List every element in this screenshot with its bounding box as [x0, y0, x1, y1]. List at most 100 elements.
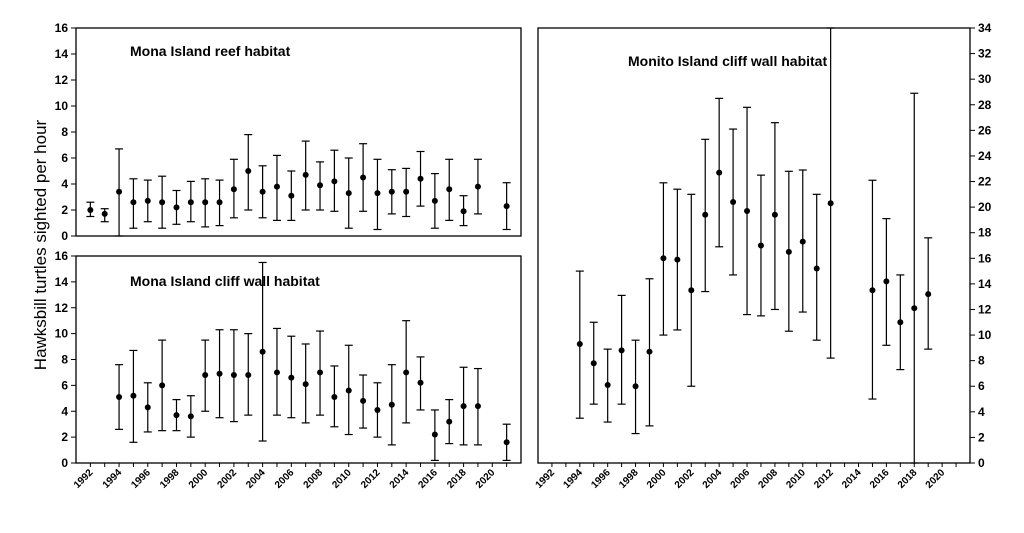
data-point [576, 341, 583, 348]
y-tick-label: 12 [978, 302, 992, 316]
data-point [417, 175, 424, 182]
y-tick-label: 34 [978, 21, 992, 35]
data-point [702, 211, 709, 218]
data-point [474, 183, 481, 190]
plot-frame [537, 27, 971, 464]
data-point [345, 190, 352, 197]
y-tick-label: 6 [61, 378, 68, 392]
data-point [744, 207, 751, 214]
data-point [474, 403, 481, 410]
data-point [446, 418, 453, 425]
y-tick-label: 24 [978, 149, 992, 163]
data-point [302, 171, 309, 178]
data-point [116, 394, 123, 401]
data-point [618, 347, 625, 354]
x-tick-label: 2002 [216, 467, 240, 491]
panel-mona-cliff: Mona Island cliff wall habitat 0 2 4 6 8 10 12 1… [55, 249, 522, 491]
x-tick-label: 1998 [617, 467, 641, 491]
data-point [360, 397, 367, 404]
data-point [388, 401, 395, 408]
y-tick-label: 16 [55, 21, 69, 35]
data-point [331, 178, 338, 185]
y-tick-label: 2 [61, 430, 68, 444]
x-tick-label: 2006 [729, 467, 753, 491]
data-point [785, 248, 792, 255]
x-tick-label: 2008 [757, 467, 781, 491]
data-point [403, 188, 410, 195]
y-tick-label: 28 [978, 98, 992, 112]
data-point [813, 265, 820, 272]
x-tick-label: 2012 [812, 467, 836, 491]
y-tick-label: 8 [978, 354, 985, 368]
data-point [897, 319, 904, 326]
data-point [187, 199, 194, 206]
data-point [202, 199, 209, 206]
x-tick-label: 2002 [673, 467, 697, 491]
y-tick-label: 14 [55, 275, 69, 289]
x-tick-label: 2016 [868, 467, 892, 491]
data-point [130, 199, 137, 206]
panel-mona-reef: Mona Island reef habitat 0 2 4 6 8 10 12 14 16 [55, 21, 522, 243]
y-tick-label: 4 [978, 405, 985, 419]
y-tick-label: 2 [61, 203, 68, 217]
y-tick-label: 0 [61, 456, 68, 470]
data-point [187, 413, 194, 420]
x-tick-label: 1994 [101, 467, 125, 491]
data-point [460, 208, 467, 215]
data-point [660, 255, 667, 262]
data-point [144, 404, 151, 411]
y-tick-label: 10 [55, 327, 69, 341]
y-tick-label: 10 [55, 99, 69, 113]
y-tick-label: 2 [978, 430, 985, 444]
x-tick-label: 2016 [416, 467, 440, 491]
data-point [159, 382, 166, 389]
y-tick-label: 10 [978, 328, 992, 342]
y-tick-label: 14 [55, 47, 69, 61]
data-point [144, 197, 151, 204]
data-point [173, 204, 180, 211]
data-point [431, 197, 438, 204]
y-tick-label: 8 [61, 353, 68, 367]
data-point [230, 372, 237, 379]
y-tick-label: 6 [61, 151, 68, 165]
data-point [925, 291, 932, 298]
data-point [503, 439, 510, 446]
data-point [716, 169, 723, 176]
data-point [674, 256, 681, 263]
x-tick-label: 1996 [589, 467, 613, 491]
data-point [130, 392, 137, 399]
panel-title: Monito Island cliff wall habitat [628, 53, 827, 69]
data-point [503, 203, 510, 210]
data-point [317, 369, 324, 376]
x-tick-label: 2012 [359, 467, 383, 491]
x-tick-label: 1998 [158, 467, 182, 491]
data-point [431, 431, 438, 438]
x-tick-label: 2004 [244, 467, 268, 491]
y-tick-label: 0 [978, 456, 985, 470]
y-tick-label: 16 [55, 249, 69, 263]
x-tick-label: 2014 [388, 467, 412, 491]
data-point [757, 242, 764, 249]
x-tick-label: 1992 [72, 467, 96, 491]
data-point [173, 412, 180, 419]
data-point [604, 381, 611, 388]
data-point [273, 183, 280, 190]
data-point [911, 305, 918, 312]
data-point [302, 381, 309, 388]
y-tick-label: 6 [978, 379, 985, 393]
x-tick-label: 2000 [187, 467, 211, 491]
x-tick-label: 2000 [645, 467, 669, 491]
x-tick-label: 1992 [534, 467, 558, 491]
y-tick-label: 22 [978, 175, 992, 189]
data-point [730, 199, 737, 205]
data-point [273, 369, 280, 376]
y-tick-label: 26 [978, 123, 992, 137]
x-tick-label: 2004 [701, 467, 725, 491]
x-tick-label: 2014 [840, 467, 864, 491]
x-tick-label: 2010 [330, 467, 354, 491]
data-point [288, 374, 295, 381]
x-tick-label: 2018 [896, 467, 920, 491]
data-point [230, 186, 237, 193]
data-point [317, 182, 324, 189]
